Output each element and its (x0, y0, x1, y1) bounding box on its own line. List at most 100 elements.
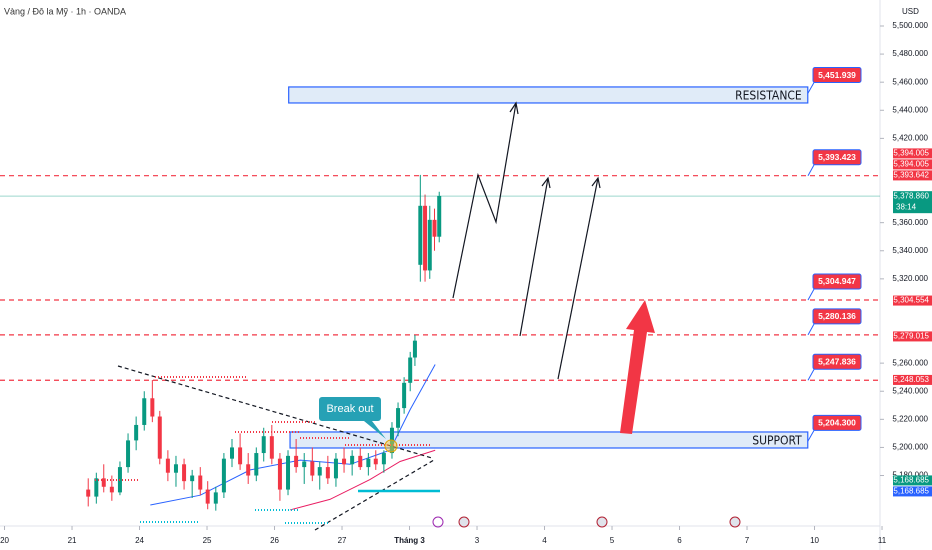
level-label: 5,304.947 (818, 276, 856, 286)
candle-body (333, 458, 338, 479)
price-label: 5,304.554 (893, 296, 929, 305)
candle-body (142, 398, 147, 425)
candle-body (205, 489, 210, 504)
y-tick-label: 5,260.000 (892, 358, 928, 367)
candle-body (221, 458, 226, 493)
candle-body (229, 447, 234, 459)
price-label: 5,168.685 (893, 487, 929, 496)
price-label: 5,279.015 (893, 332, 929, 341)
price-label-box (893, 295, 932, 306)
candle-body (358, 455, 363, 468)
level-label: 5,247.836 (818, 356, 856, 366)
zone (288, 86, 809, 104)
candle-body (246, 464, 251, 476)
price-label-box (893, 331, 932, 342)
x-tick-label: 3 (475, 536, 480, 545)
candle-body (254, 453, 259, 476)
x-tick-label: 6 (677, 536, 682, 545)
price-label-box (893, 475, 932, 486)
y-tick-label: 5,200.000 (892, 443, 928, 452)
candle-body (402, 382, 407, 409)
y-tick-label: 5,500.000 (892, 21, 928, 30)
candle-body (94, 478, 99, 497)
price-label: 5,393.642 (893, 171, 929, 180)
candle-body (190, 475, 195, 482)
candle-body (432, 219, 437, 237)
candle-body (381, 453, 386, 465)
level-label-box (812, 308, 862, 325)
candle-body (157, 416, 162, 459)
price-label-box (893, 191, 932, 214)
event-icons (432, 516, 741, 528)
candle-body (427, 219, 432, 271)
candle-body (277, 458, 282, 490)
price-label: 5,168.685 (893, 476, 929, 485)
countdown: 38:14 (896, 202, 917, 211)
price-label-box (893, 374, 932, 385)
candle-body (286, 455, 291, 490)
y-tick-label: 5,480.000 (892, 49, 928, 58)
price-label-box (893, 170, 932, 181)
candle-body (418, 205, 423, 265)
level-label: 5,451.939 (818, 70, 856, 80)
price-label-box (893, 486, 932, 497)
candle-body (134, 424, 139, 441)
candle-body (101, 478, 106, 487)
dot-markers (140, 509, 330, 524)
annotation: Break out (326, 403, 373, 415)
candle-body (86, 489, 91, 497)
plot-area (0, 86, 880, 511)
level-label-box (812, 149, 862, 166)
trendline (314, 459, 435, 531)
candle-body (310, 461, 315, 476)
price-label: 5,394.005 (893, 160, 929, 169)
x-tick-label: 7 (745, 536, 750, 545)
price-label: 5,248.053 (893, 375, 929, 384)
candle-body (373, 458, 378, 465)
candle-body (423, 205, 428, 271)
candle-body (396, 408, 401, 428)
candle-body (182, 464, 187, 482)
candle-body (325, 467, 330, 479)
price-label: 5,394.005 (893, 149, 929, 158)
trendline (117, 365, 433, 459)
y-tick-label: 5,460.000 (892, 77, 928, 86)
x-tick-label: 10 (810, 536, 819, 545)
candle-body (213, 492, 218, 504)
zone-label: RESISTANCE (735, 88, 802, 102)
x-tick-label: Tháng 3 (394, 536, 425, 545)
price-label-box (893, 148, 932, 159)
y-tick-label: 5,360.000 (892, 218, 928, 227)
price-label: 5,378.860 (893, 191, 929, 200)
candle-body (109, 486, 114, 493)
currency: USD (902, 7, 919, 16)
moving-average (289, 449, 436, 511)
level-label: 5,204.300 (818, 418, 856, 428)
candle-body (173, 464, 178, 473)
candle-body (437, 195, 442, 237)
x-tick-label: 5 (610, 536, 615, 545)
candle-body (350, 455, 355, 465)
candle-body (269, 436, 274, 459)
candle-body (342, 458, 347, 465)
x-tick-label: 20 (0, 536, 9, 545)
level-label: 5,393.423 (818, 152, 856, 162)
level-label-box (812, 353, 862, 370)
up-arrow (620, 300, 655, 434)
chart-title: Vàng / Đô la Mỹ · 1h · OANDA (4, 6, 126, 16)
x-tick-label: 11 (878, 536, 887, 545)
zone-label: SUPPORT (752, 433, 802, 447)
candle-body (126, 440, 131, 468)
zone (289, 431, 809, 449)
candle-body (238, 447, 243, 465)
candle-body (317, 467, 322, 476)
price-label-box (893, 159, 932, 170)
level-label: 5,280.136 (818, 311, 856, 321)
x-tick-label: 4 (542, 536, 547, 545)
y-tick-label: 5,240.000 (892, 386, 928, 395)
y-tick-label: 5,220.000 (892, 414, 928, 423)
candle-body (366, 458, 371, 468)
x-tick-label: 27 (338, 536, 347, 545)
